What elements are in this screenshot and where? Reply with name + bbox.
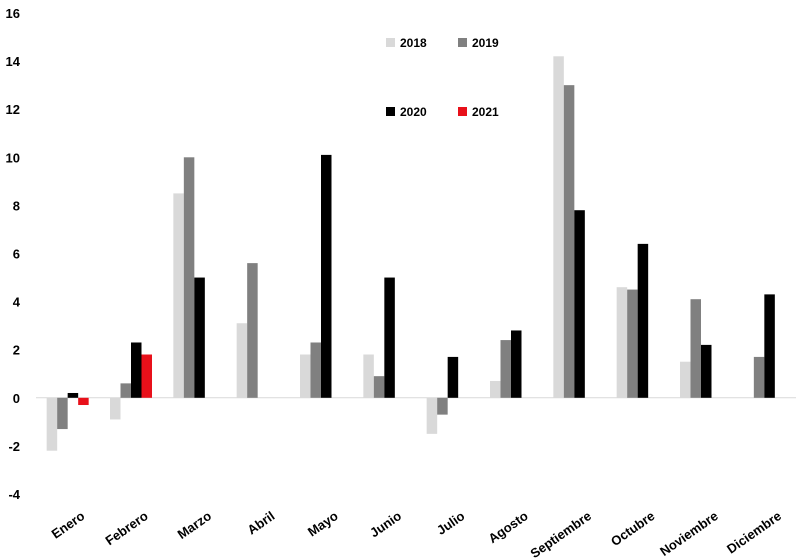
bar-2020-julio	[447, 356, 459, 398]
bar-2019-mayo	[310, 342, 321, 398]
bar-2018-julio	[426, 397, 438, 434]
bar-2020-junio	[384, 277, 395, 398]
x-tick-label: Septiembre	[527, 508, 594, 559]
legend-swatch-2021	[458, 107, 467, 116]
legend-swatch-2019	[458, 38, 467, 47]
y-tick-label: -4	[8, 487, 20, 502]
legend-label-2020: 2020	[400, 105, 427, 119]
bar-2020-mayo	[321, 154, 332, 398]
x-tick-label: Marzo	[175, 508, 214, 542]
bar-2018-junio	[363, 354, 374, 398]
legend-label-2021: 2021	[472, 105, 499, 119]
bar-2018-septiembre	[553, 56, 564, 398]
x-tick-label: Febrero	[102, 508, 150, 548]
bar-2019-febrero	[120, 383, 131, 398]
bar-2018-febrero	[110, 397, 121, 420]
bar-2019-agosto	[500, 340, 511, 398]
bars	[46, 56, 775, 451]
bar-2018-agosto	[490, 380, 501, 398]
bar-2018-mayo	[300, 354, 311, 398]
y-tick-label: 4	[13, 295, 21, 310]
y-tick-label: 8	[13, 198, 20, 213]
legend: 2018 2019 2020 2021	[386, 36, 499, 119]
bar-2019-diciembre	[753, 356, 765, 398]
y-tick-label: 14	[6, 54, 21, 69]
y-tick-label: 6	[13, 247, 20, 262]
bar-2020-diciembre	[764, 294, 775, 398]
x-tick-label: Enero	[49, 508, 88, 541]
bar-2019-enero	[57, 397, 68, 430]
bar-2020-enero	[67, 392, 79, 398]
x-tick-label: Junio	[367, 508, 404, 540]
x-tick-label: Noviembre	[657, 508, 721, 559]
x-tick-label: Octubre	[608, 508, 657, 549]
bar-2019-junio	[373, 376, 385, 398]
y-tick-label: 2	[13, 343, 20, 358]
bar-2018-noviembre	[680, 361, 691, 398]
y-tick-label: 0	[13, 391, 20, 406]
bar-2020-noviembre	[701, 344, 712, 398]
bar-2018-octubre	[616, 287, 628, 398]
x-tick-label: Mayo	[305, 508, 341, 539]
bar-2020-agosto	[511, 330, 522, 398]
x-tick-label: Julio	[434, 508, 468, 538]
x-tick-label: Abril	[245, 508, 278, 537]
bar-2018-abril	[236, 323, 248, 398]
bar-2019-octubre	[627, 289, 638, 398]
bar-2019-marzo	[183, 157, 195, 398]
x-tick-label: Diciembre	[724, 508, 784, 556]
bar-2020-septiembre	[574, 210, 585, 398]
y-tick-label: -2	[8, 439, 20, 454]
bar-2020-marzo	[194, 277, 205, 398]
x-tick-label: Agosto	[485, 508, 530, 546]
y-axis: -4 -2 0 2 4 6 8 10 12 14 16	[6, 6, 21, 502]
legend-swatch-2020	[386, 107, 395, 116]
x-axis: Enero Febrero Marzo Abril Mayo Junio Julio Agos…	[49, 508, 784, 559]
bar-2020-febrero	[131, 342, 142, 398]
bar-2019-noviembre	[690, 299, 701, 398]
bar-2019-abril	[247, 263, 258, 398]
bar-2020-octubre	[637, 243, 649, 398]
bar-2021-enero	[78, 397, 89, 406]
y-tick-label: 10	[6, 150, 20, 165]
bar-2018-enero	[46, 397, 58, 451]
bar-2018-marzo	[173, 193, 184, 398]
legend-swatch-2018	[386, 38, 395, 47]
bar-2019-julio	[437, 397, 448, 415]
legend-label-2018: 2018	[400, 36, 427, 50]
y-tick-label: 16	[6, 6, 20, 21]
y-tick-label: 12	[6, 102, 20, 117]
legend-label-2019: 2019	[472, 36, 499, 50]
bar-2019-septiembre	[563, 85, 575, 398]
bar-2021-febrero	[141, 354, 152, 398]
